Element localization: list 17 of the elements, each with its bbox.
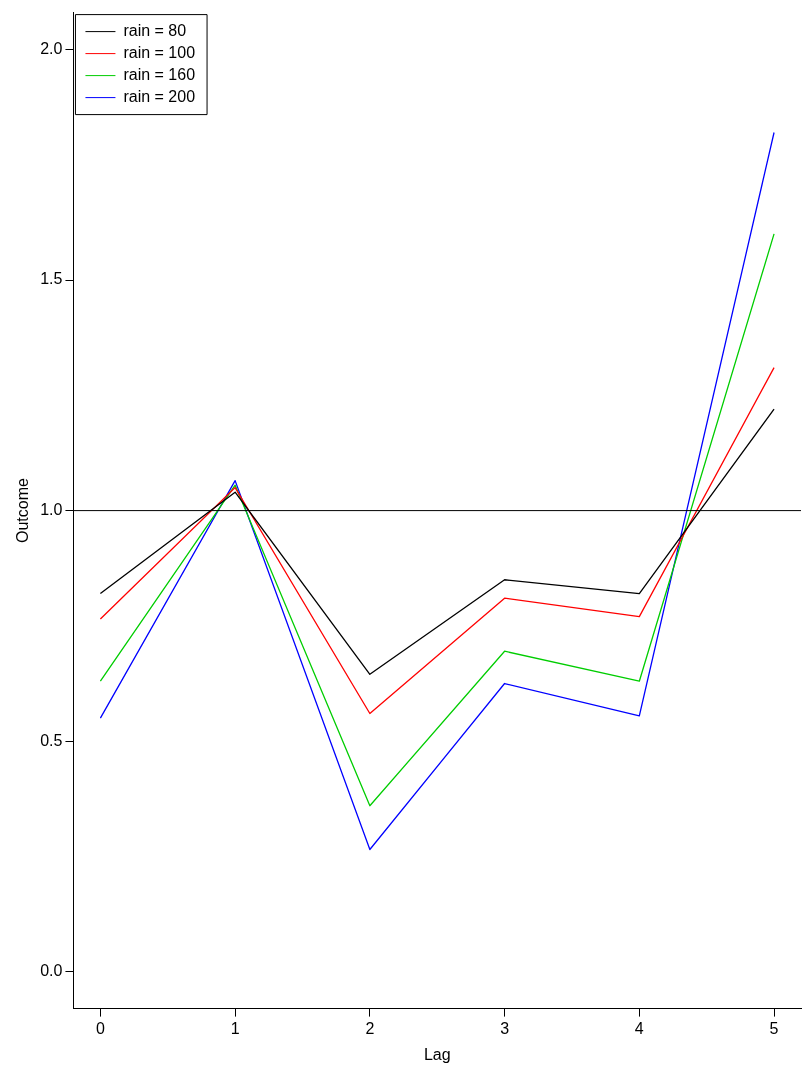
y-tick-label: 0.0	[40, 962, 63, 980]
x-tick-label: 0	[95, 1019, 105, 1037]
x-axis-title: Lag	[423, 1045, 451, 1063]
x-tick-label: 2	[365, 1019, 375, 1037]
y-tick-label: 1.5	[40, 270, 63, 288]
y-axis-title: Outcome	[14, 478, 32, 544]
y-tick-label: 0.5	[40, 731, 63, 749]
legend-label: rain = 80	[123, 22, 187, 40]
legend-label: rain = 200	[123, 88, 196, 106]
y-tick-label: 1.0	[40, 501, 63, 519]
x-tick-label: 3	[500, 1019, 510, 1037]
x-tick-label: 5	[769, 1019, 779, 1037]
y-tick-label: 2.0	[40, 39, 63, 57]
x-tick-label: 1	[230, 1019, 240, 1037]
x-tick-label: 4	[634, 1019, 644, 1037]
legend-label: rain = 160	[123, 66, 196, 84]
legend-label: rain = 100	[123, 44, 196, 62]
